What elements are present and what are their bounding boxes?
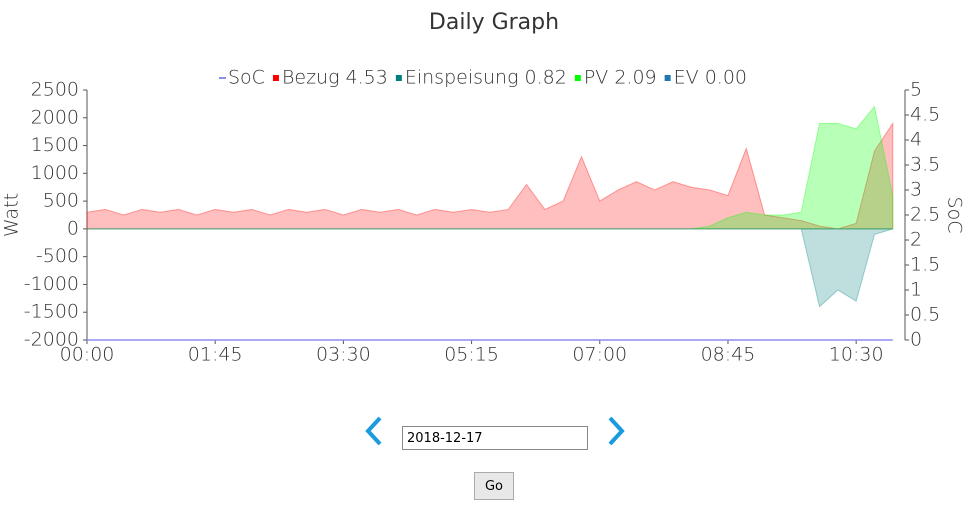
y2-tick-label: 0.5 [910, 304, 940, 326]
y2-tick-label: 5 [910, 79, 922, 101]
chart: Daily Graph Watt SoC SoC Bezug 4.53 Einspe… [1, 10, 966, 366]
area [87, 105, 894, 230]
x-tick-label: 08:45 [701, 344, 756, 366]
y-tick-label: 1000 [31, 162, 79, 184]
y-axis-label: Watt [1, 193, 23, 237]
legend-label: Einspeisung 0.82 [405, 67, 567, 89]
y-tick-label: 1500 [31, 134, 79, 156]
area [87, 228, 893, 308]
legend-label: EV 0.00 [674, 67, 747, 89]
legend-label: Bezug 4.53 [282, 67, 388, 89]
y-tick-label: -1000 [24, 273, 79, 295]
go-button[interactable]: Go [474, 472, 514, 500]
y-tick-label: 2500 [31, 79, 79, 101]
x-tick-label: 01:45 [188, 344, 243, 366]
x-tick-label: 10:30 [829, 344, 884, 366]
legend-item: EV 0.00 [664, 67, 747, 89]
legend-item: SoC [218, 67, 265, 89]
x-tick-label: 00:00 [60, 344, 115, 366]
y2-axis-label: SoC [944, 197, 966, 234]
next-arrow[interactable] [608, 416, 625, 446]
legend-swatch [664, 75, 671, 81]
y2-tick-label: 4 [910, 129, 922, 151]
legend-item: Bezug 4.53 [272, 67, 388, 89]
legend-item: PV 2.09 [574, 67, 657, 89]
x-tick-label: 07:00 [572, 344, 627, 366]
legend-label: SoC [228, 67, 265, 89]
prev-arrow[interactable] [365, 416, 382, 446]
y2-tick-label: 1.5 [910, 254, 940, 276]
prev-day[interactable] [360, 414, 390, 448]
area [86, 121, 894, 230]
y2-tick-label: 3 [910, 179, 922, 201]
y2-tick-label: 3.5 [910, 154, 940, 176]
legend-swatch [574, 75, 581, 81]
y-tick-label: -500 [36, 245, 79, 267]
legend: SoC Bezug 4.53 Einspeisung 0.82 PV 2.09 EV 0… [218, 67, 747, 89]
y2-tick-label: 0 [910, 329, 922, 351]
x-tick-label: 03:30 [316, 344, 371, 366]
x-tick-label: 05:15 [444, 344, 499, 366]
date-input[interactable] [402, 426, 588, 450]
y-tick-label: 2000 [31, 106, 79, 128]
legend-swatch [395, 75, 402, 81]
y-tick-label: -1500 [24, 301, 79, 323]
y-tick-label: 500 [43, 190, 79, 212]
y2-tick-label: 4.5 [910, 104, 940, 126]
legend-item: Einspeisung 0.82 [395, 67, 567, 89]
legend-label: PV 2.09 [584, 67, 657, 89]
y2-tick-label: 2 [910, 229, 922, 251]
next-day[interactable] [602, 414, 632, 448]
chart-title: Daily Graph [429, 10, 559, 35]
legend-swatch [272, 75, 279, 81]
y2-tick-label: 1 [910, 279, 922, 301]
y-tick-label: 0 [67, 217, 79, 239]
y-tick-label: -2000 [24, 329, 79, 351]
y2-tick-label: 2.5 [910, 204, 940, 226]
